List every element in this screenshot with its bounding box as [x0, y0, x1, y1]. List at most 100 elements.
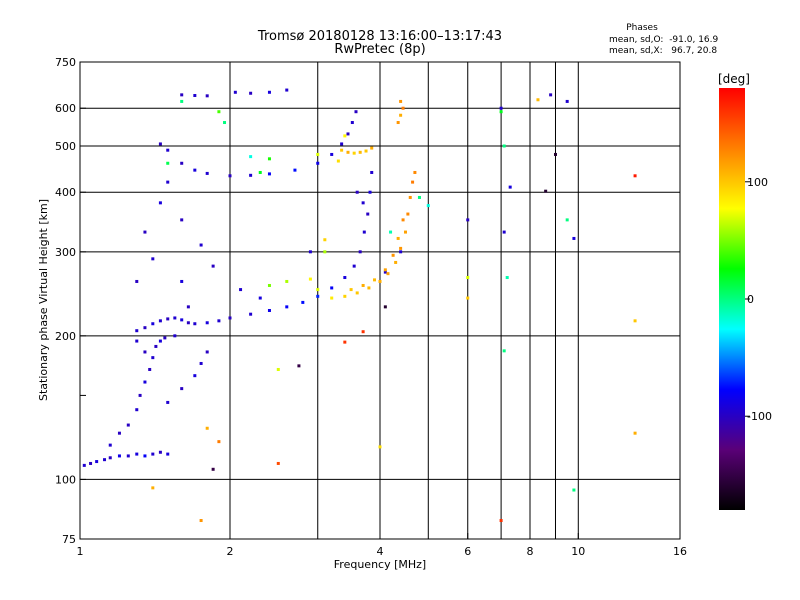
- data-point-x: [396, 121, 400, 125]
- y-tick-label: 300: [55, 246, 76, 259]
- x-axis-label: Frequency [MHz]: [334, 558, 426, 571]
- data-point-o: [148, 367, 152, 371]
- colorbar-ticks: 100 0 -100: [745, 176, 772, 423]
- y-tick-label: 750: [55, 56, 76, 69]
- data-point-x: [249, 155, 253, 159]
- y-tick-label: 400: [55, 186, 76, 199]
- data-point-x: [276, 461, 280, 465]
- data-point-o: [267, 172, 271, 176]
- data-point-x: [413, 170, 417, 174]
- data-point-o: [158, 339, 162, 343]
- data-point-o: [205, 350, 209, 354]
- data-point-x: [396, 236, 400, 240]
- data-point-x: [316, 288, 320, 292]
- data-point-x: [258, 170, 262, 174]
- data-point-x: [370, 146, 374, 150]
- data-point-o: [180, 318, 184, 322]
- data-point-o: [108, 456, 112, 460]
- data-point-o: [158, 450, 162, 454]
- data-point-o: [565, 99, 569, 103]
- data-point-o: [293, 168, 297, 172]
- data-point-o: [205, 321, 209, 325]
- data-point-x: [399, 99, 403, 103]
- data-point-o: [544, 189, 548, 193]
- data-point-o: [158, 142, 162, 146]
- data-point-o: [151, 452, 155, 456]
- data-point-x: [361, 330, 365, 334]
- x-tick-label: 1: [77, 545, 84, 558]
- data-point-o: [399, 250, 403, 254]
- colorbar-tick-label: 100: [747, 176, 768, 189]
- colorbar: [719, 88, 745, 510]
- data-point-o: [572, 236, 576, 240]
- data-point-x: [401, 106, 405, 110]
- data-point-o: [154, 344, 158, 348]
- data-point-o: [350, 121, 354, 125]
- chart-title: Tromsø 20180128 13:16:00–13:17:43: [257, 29, 502, 44]
- data-point-x: [323, 238, 327, 242]
- data-point-o: [95, 460, 99, 464]
- data-point-o: [368, 190, 372, 194]
- data-point-o: [285, 88, 289, 92]
- data-point-o: [211, 467, 215, 471]
- data-point-x: [572, 488, 576, 492]
- data-point-o: [366, 212, 370, 216]
- data-point-o: [180, 218, 184, 222]
- data-point-o: [166, 148, 170, 152]
- data-point-o: [186, 321, 190, 325]
- data-point-o: [151, 356, 155, 360]
- data-point-x: [205, 426, 209, 430]
- data-point-x: [349, 288, 353, 292]
- y-tick-label: 200: [55, 330, 76, 343]
- data-point-x: [199, 519, 203, 523]
- data-point-o: [158, 201, 162, 205]
- data-point-x: [633, 431, 637, 435]
- axis-ticks: 1 2 4 6 8 10 16 75 100 200 300 400 500 600 750: [55, 56, 687, 558]
- colorbar-tick-label: 0: [747, 293, 754, 306]
- data-point-o: [180, 279, 184, 283]
- data-point-o: [180, 93, 184, 97]
- data-point-o: [301, 300, 305, 304]
- data-point-x: [378, 445, 382, 449]
- data-point-o: [499, 106, 503, 110]
- phases-stat-x: mean, sd,X: 96.7, 20.8: [609, 46, 717, 56]
- data-point-o: [158, 319, 162, 323]
- y-tick-label: 600: [55, 102, 76, 115]
- data-point-o: [249, 173, 253, 177]
- data-point-x: [336, 159, 340, 163]
- data-point-o: [233, 90, 237, 94]
- data-point-o: [135, 279, 139, 283]
- data-point-x: [411, 180, 415, 184]
- data-point-o: [126, 454, 130, 458]
- x-tick-label: 2: [227, 545, 234, 558]
- data-point-o: [135, 329, 139, 333]
- data-point-x: [565, 218, 569, 222]
- data-point-o: [249, 91, 253, 95]
- data-point-o: [138, 393, 142, 397]
- data-point-o: [383, 305, 387, 309]
- data-point-x: [401, 218, 405, 222]
- data-point-o: [180, 387, 184, 391]
- data-point-x: [223, 121, 227, 125]
- data-point-x: [633, 319, 637, 323]
- data-point-x: [536, 98, 540, 102]
- data-point-o: [361, 201, 365, 205]
- data-point-o: [383, 270, 387, 274]
- data-point-x: [426, 204, 430, 208]
- data-point-x: [340, 148, 344, 152]
- data-point-x: [466, 296, 470, 300]
- data-point-o: [330, 152, 334, 156]
- data-point-o: [173, 334, 177, 338]
- data-point-x: [358, 150, 362, 154]
- data-point-x: [466, 276, 470, 280]
- data-point-o: [186, 305, 190, 309]
- data-point-o: [502, 230, 506, 234]
- data-point-o: [297, 364, 301, 368]
- data-point-o: [193, 168, 197, 172]
- data-point-o: [205, 94, 209, 98]
- y-axis-label: Stationary phase Virtual Height [km]: [37, 199, 50, 401]
- data-point-o: [355, 190, 359, 194]
- data-point-x: [343, 340, 347, 344]
- data-point-o: [466, 218, 470, 222]
